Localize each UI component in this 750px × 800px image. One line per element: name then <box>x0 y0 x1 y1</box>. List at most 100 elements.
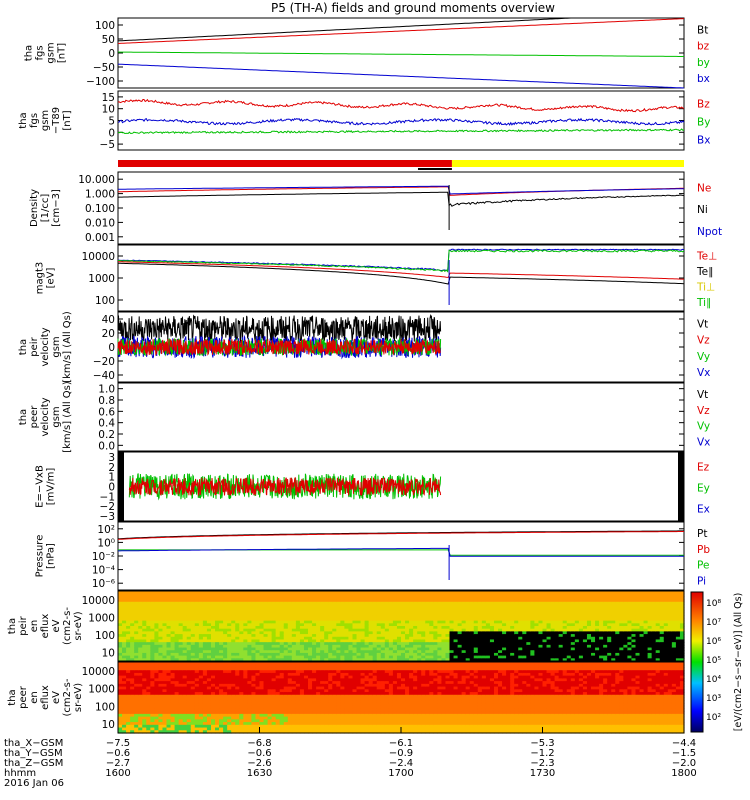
y-axis-label: eflux <box>40 685 51 710</box>
heat-cell <box>324 652 329 657</box>
heat-cell <box>574 620 580 624</box>
heat-cell <box>287 658 293 662</box>
heat-cell <box>138 727 143 731</box>
heat-cell <box>295 647 301 651</box>
heat-cell <box>574 639 580 643</box>
heat-cell <box>441 599 447 603</box>
heat-cell <box>627 628 633 632</box>
heat-cell <box>130 686 135 690</box>
heat-cell <box>122 689 127 693</box>
heat-cell <box>570 631 576 635</box>
heat-cell <box>623 601 628 606</box>
heat-cell <box>210 639 216 643</box>
heat-cell <box>623 620 628 624</box>
heat-cell <box>631 601 637 606</box>
heat-cell <box>457 604 463 608</box>
heat-cell <box>409 636 414 641</box>
heat-cell <box>651 650 657 654</box>
heat-cell <box>348 652 354 657</box>
heat-cell <box>142 724 147 729</box>
heat-cell <box>263 620 269 624</box>
heat-cell <box>510 626 515 630</box>
heat-cell <box>554 658 560 662</box>
heat-cell <box>247 670 253 674</box>
heat-cell <box>235 599 240 603</box>
heat-cell <box>231 617 236 622</box>
heat-cell <box>158 639 164 643</box>
heat-cell <box>182 694 188 699</box>
heat-cell <box>308 639 313 643</box>
heat-cell <box>206 700 212 704</box>
heat-cell <box>461 620 467 624</box>
heat-cell <box>126 617 131 622</box>
heat-cell <box>231 631 236 635</box>
heat-cell <box>655 647 661 651</box>
heat-cell <box>615 655 620 659</box>
heat-cell <box>461 652 467 657</box>
heat-cell <box>223 716 228 720</box>
heat-cell <box>174 615 180 619</box>
heat-cell <box>449 623 455 627</box>
heat-cell <box>667 620 673 624</box>
heat-cell <box>603 609 608 614</box>
heat-cell <box>275 675 281 679</box>
heat-cell <box>198 667 204 671</box>
heat-cell <box>170 617 176 622</box>
heat-cell <box>421 650 426 654</box>
heat-cell <box>170 636 176 641</box>
heat-cell <box>643 615 649 619</box>
heat-cell <box>655 642 661 646</box>
heat-cell <box>591 636 596 641</box>
heat-cell <box>489 615 495 619</box>
heat-cell <box>595 642 600 646</box>
heat-cell <box>530 615 536 619</box>
heat-cell <box>344 599 350 603</box>
heat-cell <box>595 658 600 662</box>
heat-cell <box>586 628 592 632</box>
heat-cell <box>526 617 531 622</box>
heat-cell <box>291 658 297 662</box>
heat-cell <box>607 591 612 595</box>
heat-cell <box>380 631 386 635</box>
heat-cell <box>255 609 261 614</box>
heat-cell <box>210 626 216 630</box>
heat-cell <box>639 596 645 600</box>
heat-cell <box>663 642 669 646</box>
heat-cell <box>485 626 491 630</box>
heat-cell <box>388 636 394 641</box>
heat-cell <box>178 719 184 723</box>
heat-cell <box>360 601 366 606</box>
heat-cell <box>514 628 519 632</box>
heat-cell <box>130 678 135 682</box>
heat-cell <box>178 686 184 690</box>
heat-cell <box>142 667 147 671</box>
heat-cell <box>198 615 204 619</box>
heat-cell <box>344 658 350 662</box>
heat-cell <box>231 694 236 699</box>
heat-cell <box>340 609 345 614</box>
heat-cell <box>453 609 459 614</box>
heat-cell <box>166 678 172 682</box>
y-tick-label: 0 <box>108 482 115 494</box>
heat-cell <box>275 591 281 595</box>
heat-cell <box>166 626 172 630</box>
heat-cell <box>174 650 180 654</box>
heat-cell <box>627 599 633 603</box>
heat-cell <box>663 609 669 614</box>
heat-cell <box>384 596 390 600</box>
heat-cell <box>546 628 552 632</box>
heat-cell <box>178 672 184 677</box>
heat-cell <box>550 655 556 659</box>
heat-cell <box>562 601 568 606</box>
heat-cell <box>271 617 277 622</box>
heat-cell <box>251 652 257 657</box>
heat-cell <box>392 642 398 646</box>
heat-cell <box>340 593 345 597</box>
heat-cell <box>162 591 168 595</box>
heat-cell <box>615 612 620 616</box>
heat-cell <box>663 636 669 641</box>
heat-cell <box>142 626 147 630</box>
heat-cell <box>502 636 507 641</box>
y-axis-label: tha <box>18 112 29 128</box>
